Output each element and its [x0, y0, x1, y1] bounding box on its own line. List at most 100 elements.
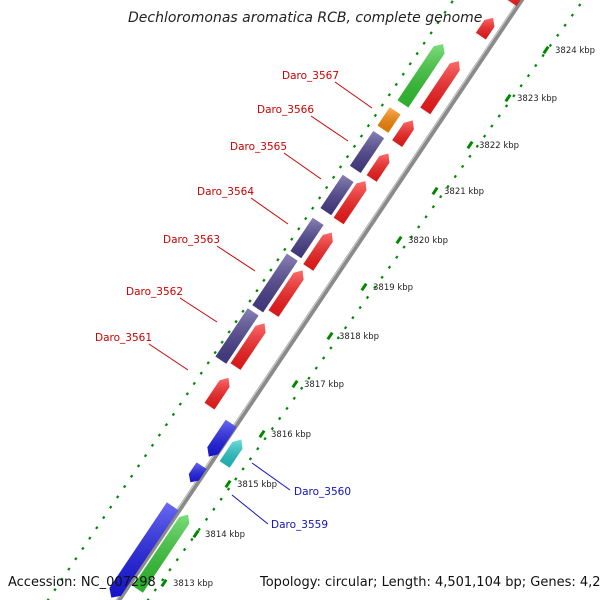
tick-mark — [311, 206, 315, 210]
gene-label[interactable]: Daro_3563 — [163, 234, 220, 246]
tick-mark — [248, 299, 252, 303]
scale-label: 3813 kbp — [173, 579, 213, 589]
tick-mark — [436, 20, 440, 25]
gene-label[interactable]: Daro_3559 — [271, 519, 328, 531]
forward-cds-feature[interactable] — [475, 17, 495, 40]
tick-mark — [519, 84, 523, 88]
tick-mark — [220, 340, 224, 344]
tick-mark — [331, 175, 336, 179]
tick-mark — [307, 376, 311, 380]
tick-mark — [192, 381, 196, 386]
reverse-cds-feature[interactable] — [215, 308, 259, 364]
forward-cds-feature[interactable] — [303, 232, 333, 271]
leader-line — [283, 152, 322, 180]
forward-cds-feature-shade — [230, 323, 266, 370]
scale-label: 3823 kbp — [517, 94, 557, 104]
forward-cds-feature[interactable] — [366, 153, 390, 182]
tick-mark — [556, 33, 560, 38]
leader-line — [216, 245, 256, 272]
tick-mark — [197, 527, 201, 532]
forward-cds-feature[interactable] — [507, 0, 523, 6]
blue-feature-shade — [109, 502, 179, 598]
tick-mark — [450, 0, 454, 4]
reverse-cds-feature[interactable] — [290, 217, 324, 259]
tick-mark — [475, 144, 479, 148]
tick-mark — [175, 557, 179, 562]
major-tick-mark — [258, 429, 266, 439]
scale-label: 3820 kbp — [408, 236, 448, 246]
gene-label[interactable]: Daro_3566 — [257, 104, 314, 116]
tick-mark — [199, 371, 203, 375]
tick-mark — [213, 350, 217, 355]
tick-mark — [136, 464, 141, 468]
major-tick-mark — [395, 235, 403, 245]
blue-feature[interactable] — [109, 502, 179, 598]
tick-mark — [276, 258, 280, 262]
forward-cds-feature[interactable] — [204, 377, 230, 410]
tick-mark — [182, 547, 187, 552]
blue-feature[interactable] — [188, 462, 207, 483]
gene-label[interactable]: Daro_3565 — [230, 141, 287, 153]
reverse-cds-feature[interactable] — [252, 253, 298, 313]
gene-label[interactable]: Daro_3560 — [294, 486, 351, 498]
scale-label: 3815 kbp — [237, 480, 277, 490]
tick-mark — [178, 402, 182, 406]
tick-mark — [314, 366, 318, 370]
green-feature-shade — [397, 44, 445, 108]
forward-cds-feature-shade — [268, 270, 304, 317]
tick-mark — [490, 124, 494, 128]
green-feature[interactable] — [132, 514, 190, 593]
tick-mark — [395, 255, 399, 259]
blue-feature[interactable] — [207, 419, 237, 457]
tick-mark — [248, 457, 253, 461]
forward-cds-feature[interactable] — [420, 61, 460, 115]
tick-mark — [304, 216, 308, 221]
tick-mark — [263, 436, 267, 441]
reverse-cds-feature[interactable] — [320, 174, 354, 216]
forward-cds-feature-shade — [392, 120, 414, 147]
orange-feature[interactable] — [377, 107, 401, 133]
tick-mark — [338, 165, 343, 169]
tick-mark — [380, 275, 384, 280]
tick-mark — [285, 406, 289, 411]
forward-cds-feature-shade — [204, 377, 230, 410]
gene-label[interactable]: Daro_3561 — [95, 332, 152, 344]
tick-mark — [541, 53, 545, 58]
tick-mark — [443, 10, 447, 15]
tick-mark — [74, 557, 78, 561]
tick-mark — [578, 3, 582, 7]
tick-mark — [46, 598, 50, 600]
tick-mark — [365, 295, 370, 300]
tick-mark — [366, 124, 371, 128]
gene-label[interactable]: Daro_3562 — [126, 286, 183, 298]
right-tick-row — [146, 3, 582, 600]
tick-mark — [373, 113, 378, 118]
major-tick-mark — [431, 186, 439, 196]
green-feature[interactable] — [397, 44, 445, 108]
tick-mark — [234, 319, 238, 324]
blue-feature-shade — [207, 419, 237, 457]
tick-mark — [321, 356, 326, 360]
tick-mark — [380, 103, 384, 107]
tick-mark — [468, 154, 472, 159]
gene-label[interactable]: Daro_3567 — [282, 70, 339, 82]
tick-mark — [269, 268, 273, 272]
reverse-cds-feature-shade — [252, 253, 298, 313]
tick-mark — [53, 587, 57, 592]
forward-cds-feature[interactable] — [268, 270, 304, 317]
forward-cds-feature[interactable] — [392, 120, 414, 147]
tick-mark — [446, 184, 450, 189]
cyan-feature[interactable] — [219, 439, 243, 468]
tick-mark — [324, 185, 329, 190]
tick-mark — [255, 288, 259, 293]
tick-mark — [417, 225, 421, 229]
forward-cds-feature-shade — [475, 17, 495, 40]
tick-mark — [358, 305, 362, 310]
tick-mark — [168, 568, 172, 572]
tick-mark — [234, 477, 238, 481]
forward-cds-feature[interactable] — [230, 323, 266, 370]
forward-cds-feature[interactable] — [333, 181, 367, 225]
gene-label[interactable]: Daro_3564 — [197, 186, 254, 198]
tick-mark — [81, 546, 85, 551]
reverse-cds-feature[interactable] — [349, 130, 385, 174]
